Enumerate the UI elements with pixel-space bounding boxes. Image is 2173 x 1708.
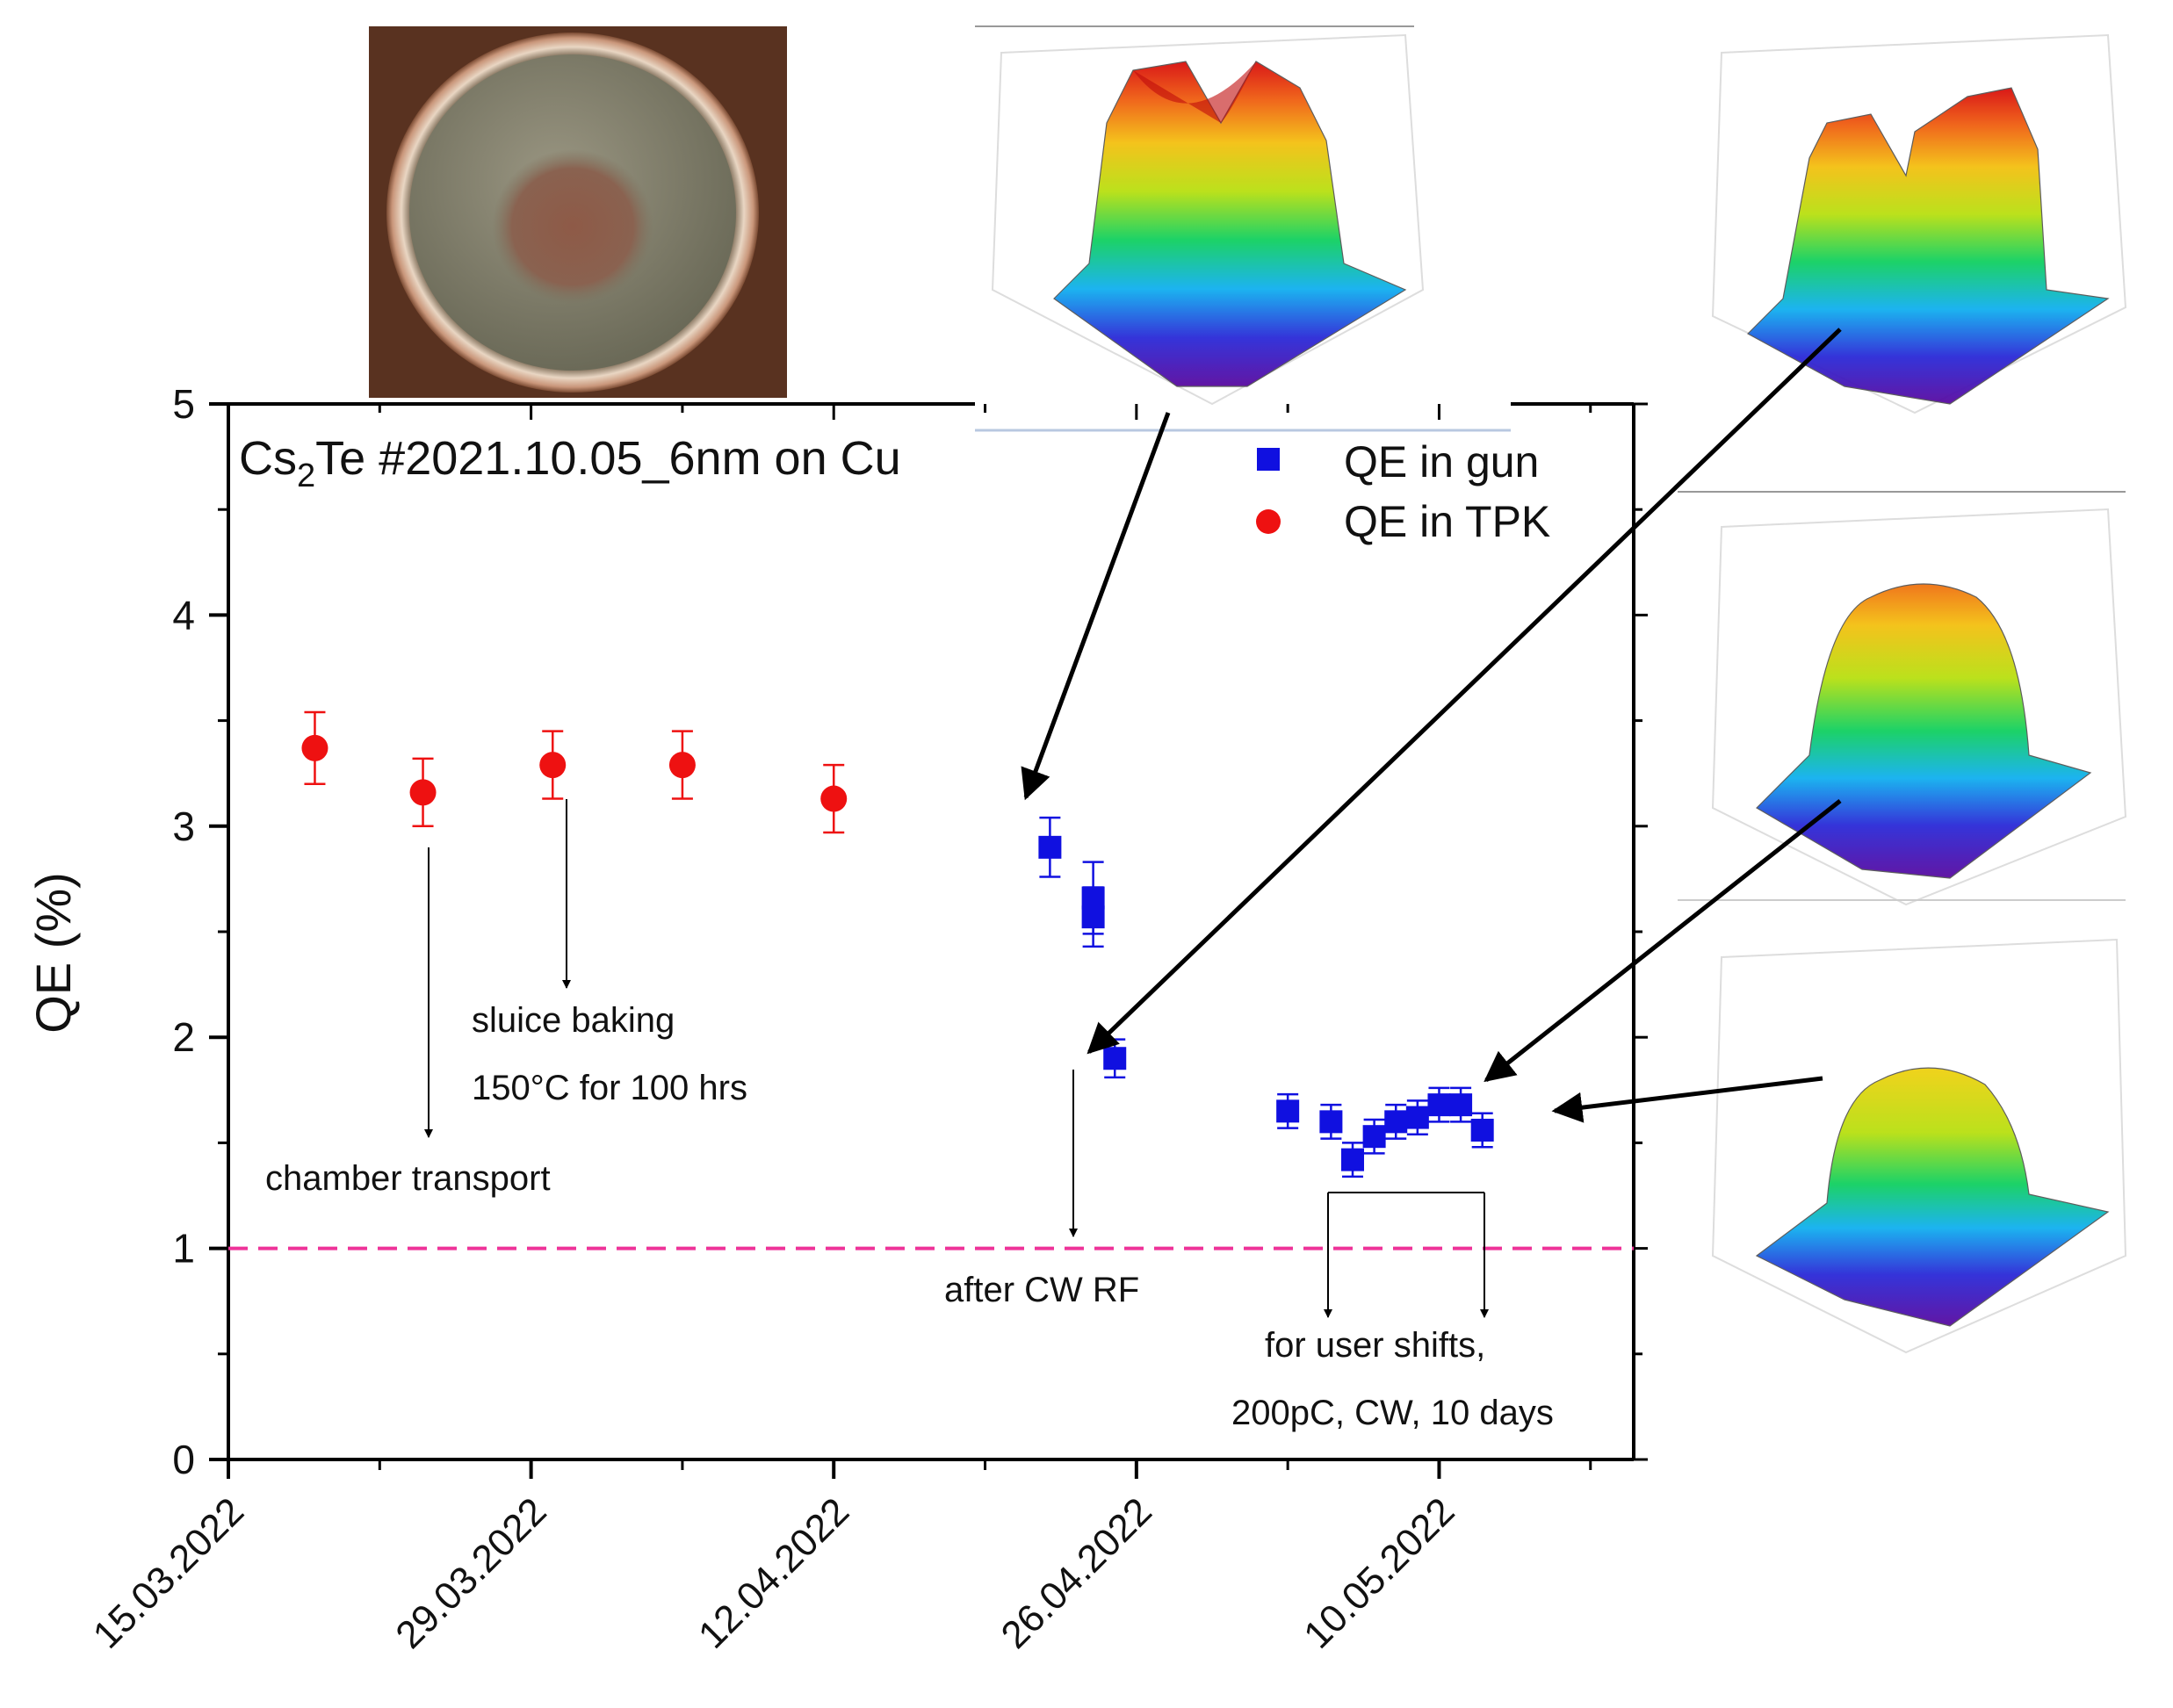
annotation-sluice-baking-line2: 150°C for 100 hrs: [472, 1069, 747, 1107]
annotation-user-shifts: for user shifts, 200pC, CW, 10 days: [1231, 1192, 1554, 1432]
series-1: [301, 710, 848, 834]
y-tick-label-0: 0: [172, 1437, 195, 1482]
arrow-inset-4: [1551, 1076, 1823, 1123]
surface-plot-inset-1: [975, 25, 1511, 432]
point-0-3: [1103, 1047, 1127, 1070]
y-tick-label-4: 4: [172, 592, 195, 638]
point-1-3: [668, 752, 696, 779]
legend-label-gun: QE in gun: [1344, 437, 1539, 486]
point-0-2: [1081, 905, 1105, 929]
annotation-user-shifts-line1: for user shifts,: [1265, 1326, 1485, 1365]
point-1-2: [539, 752, 567, 779]
y-axis-label: QE (%): [25, 872, 81, 1034]
point-0-5: [1319, 1110, 1343, 1134]
x-tick-label-4: 10.05.2022: [1296, 1489, 1462, 1656]
annotation-user-shifts-line2: 200pC, CW, 10 days: [1231, 1394, 1554, 1432]
point-0-4: [1276, 1099, 1300, 1123]
annotation-after-cw-rf-line1: after CW RF: [944, 1271, 1139, 1309]
x-tick-label-3: 26.04.2022: [993, 1489, 1160, 1656]
y-tick-label-2: 2: [172, 1014, 195, 1060]
surface-plot-inset-3: [1678, 491, 2127, 906]
surface-plot-inset-4: [1678, 899, 2127, 1354]
point-0-0: [1038, 835, 1062, 859]
annotation-sluice-baking-line1: sluice baking: [472, 1001, 675, 1040]
y-tick-label-1: 1: [172, 1226, 195, 1272]
legend-label-tpk: QE in TPK: [1344, 497, 1550, 546]
plot-axes: 0 1 2 3 4 5 15.03.2022 29.03.2022 12.04.2022 26.0…: [85, 381, 1648, 1657]
point-1-1: [409, 779, 437, 806]
cathode-photo: [369, 26, 787, 398]
point-0-8: [1384, 1110, 1408, 1134]
arrow-inset-3: [1484, 799, 1842, 1083]
y-tick-label-3: 3: [172, 804, 195, 849]
point-0-12: [1470, 1118, 1494, 1142]
legend-marker-tpk: [1256, 509, 1281, 534]
point-1-0: [301, 734, 328, 761]
point-0-11: [1449, 1093, 1473, 1117]
point-0-7: [1362, 1125, 1386, 1149]
x-tick-label-0: 15.03.2022: [85, 1489, 252, 1656]
legend-marker-gun: [1257, 448, 1280, 471]
inset-arrows: [1021, 328, 1842, 1123]
chart-title: Cs2Te #2021.10.05_6nm on Cu: [239, 432, 901, 494]
data-marks: [301, 710, 1494, 1178]
annotation-chamber-transport: chamber transport: [265, 847, 551, 1198]
series-0: [1038, 816, 1494, 1178]
legend: QE in gun QE in TPK: [1256, 437, 1550, 546]
arrow-inset-1: [1021, 412, 1171, 801]
surface-plot-inset-2: [1711, 33, 2127, 414]
point-0-6: [1341, 1148, 1364, 1171]
point-1-4: [820, 785, 848, 812]
point-0-10: [1427, 1093, 1451, 1117]
point-0-9: [1405, 1106, 1429, 1129]
y-tick-label-5: 5: [172, 381, 195, 427]
annotation-sluice-baking: sluice baking 150°C for 100 hrs: [472, 799, 747, 1107]
x-tick-label-1: 29.03.2022: [387, 1489, 554, 1656]
annotation-after-cw-rf: after CW RF: [944, 1070, 1139, 1309]
x-tick-label-2: 12.04.2022: [690, 1489, 857, 1656]
arrow-inset-2: [1086, 328, 1842, 1055]
annotation-chamber-transport-line1: chamber transport: [265, 1159, 551, 1198]
